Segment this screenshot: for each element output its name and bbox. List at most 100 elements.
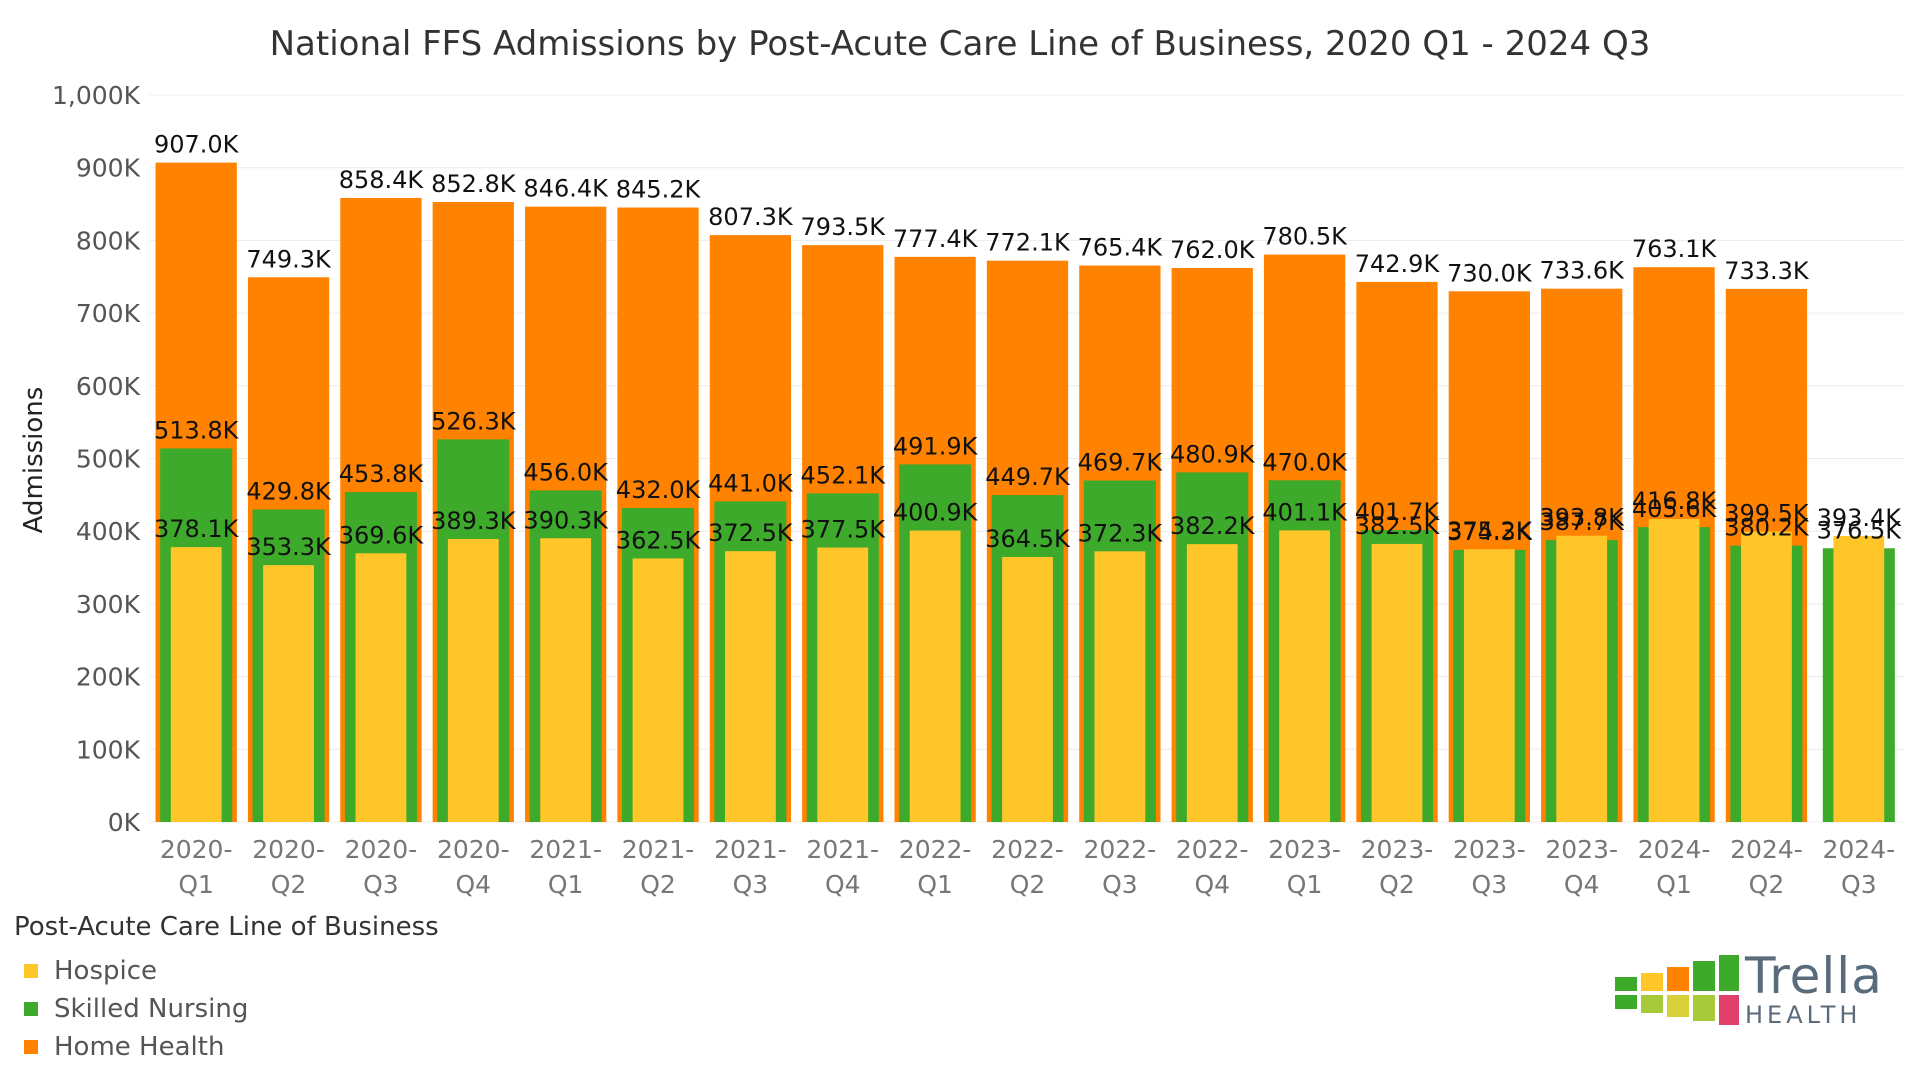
bar-hospice[interactable] — [1186, 544, 1238, 822]
logo-name: Trella — [1745, 947, 1883, 1005]
data-label-hospice: 389.3K — [431, 507, 517, 535]
bar-hospice[interactable] — [1002, 557, 1053, 822]
data-label-hospice: 382.2K — [1170, 512, 1256, 540]
data-label-hospice: 372.3K — [1078, 519, 1164, 547]
legend-label-hospice: Hospice — [54, 956, 158, 986]
y-tick-label: 600K — [76, 372, 141, 401]
bar-hospice[interactable] — [1371, 543, 1423, 822]
bar-hospice[interactable] — [1463, 549, 1515, 822]
bar-hospice[interactable] — [1741, 531, 1792, 822]
data-label-skilled-nursing: 405.6K — [1632, 495, 1718, 523]
data-label-home-health: 846.4K — [523, 175, 609, 203]
bar-hospice[interactable] — [355, 553, 407, 822]
legend-swatch-home-health — [24, 1040, 38, 1054]
data-label-skilled-nursing: 470.0K — [1262, 448, 1348, 476]
data-label-home-health: 730.0K — [1447, 259, 1533, 287]
data-label-home-health: 733.6K — [1539, 257, 1625, 285]
x-tick-label-year: 2021- — [529, 835, 602, 864]
bar-hospice[interactable] — [1094, 551, 1146, 822]
data-label-skilled-nursing: 429.8K — [246, 478, 332, 506]
bar-hospice[interactable] — [1279, 530, 1331, 822]
y-tick-label: 0K — [108, 808, 141, 837]
x-tick-label-quarter: Q4 — [1564, 870, 1600, 899]
legend-label-skilled-nursing: Skilled Nursing — [54, 994, 249, 1024]
data-label-home-health: 845.2K — [616, 176, 702, 204]
legend-label-home-health: Home Health — [54, 1032, 225, 1062]
x-tick-label-quarter: Q3 — [1472, 870, 1508, 899]
legend-item-skilled-nursing[interactable]: Skilled Nursing — [14, 990, 439, 1028]
data-label-hospice: 372.5K — [708, 519, 794, 547]
x-tick-label-quarter: Q2 — [1010, 870, 1046, 899]
x-tick-label-quarter: Q3 — [1841, 870, 1877, 899]
data-label-hospice: 378.1K — [154, 515, 240, 543]
x-tick-label-year: 2020- — [345, 835, 418, 864]
bar-hospice[interactable] — [447, 538, 499, 822]
data-label-home-health: 742.9K — [1355, 250, 1441, 278]
bar-hospice[interactable] — [1556, 535, 1608, 822]
x-tick-label-quarter: Q3 — [363, 870, 399, 899]
bar-hospice[interactable] — [632, 558, 684, 822]
x-tick-label-quarter: Q4 — [825, 870, 861, 899]
data-label-skilled-nursing: 376.5K — [1817, 516, 1903, 544]
bar-hospice[interactable] — [909, 530, 961, 822]
data-label-skilled-nursing: 387.7K — [1539, 508, 1625, 536]
data-label-home-health: 749.3K — [246, 245, 332, 273]
bar-hospice[interactable] — [263, 565, 314, 822]
x-tick-label-quarter: Q1 — [548, 870, 584, 899]
x-tick-label-quarter: Q1 — [917, 870, 953, 899]
data-label-hospice: 377.5K — [801, 516, 887, 544]
x-tick-label-year: 2023- — [1453, 835, 1526, 864]
x-tick-label-quarter: Q2 — [1379, 870, 1415, 899]
y-tick-label: 700K — [76, 299, 141, 328]
bar-hospice[interactable] — [724, 551, 776, 822]
bar-hospice[interactable] — [1648, 518, 1700, 822]
data-label-hospice: 393.4K — [1817, 504, 1903, 532]
data-label-skilled-nursing: 453.8K — [339, 460, 425, 488]
x-tick-label-year: 2024- — [1638, 835, 1711, 864]
x-tick-label-quarter: Q3 — [733, 870, 769, 899]
x-tick-label-year: 2021- — [622, 835, 695, 864]
data-label-skilled-nursing: 513.8K — [154, 416, 240, 444]
data-label-skilled-nursing: 491.9K — [893, 432, 979, 460]
y-axis-label: Admissions — [19, 387, 49, 534]
x-tick-label-year: 2022- — [899, 835, 972, 864]
data-label-skilled-nursing: 469.7K — [1078, 449, 1164, 477]
x-tick-label-year: 2020- — [437, 835, 510, 864]
y-tick-label: 900K — [76, 154, 141, 183]
data-label-hospice: 353.3K — [246, 533, 332, 561]
legend: Post-Acute Care Line of Business Hospice… — [14, 912, 439, 1066]
bar-hospice[interactable] — [1833, 535, 1885, 822]
data-label-hospice: 362.5K — [616, 526, 702, 554]
data-label-hospice: 390.3K — [523, 506, 609, 534]
data-label-skilled-nursing: 452.1K — [801, 461, 887, 489]
data-label-skilled-nursing: 480.9K — [1170, 440, 1256, 468]
bar-hospice[interactable] — [170, 547, 222, 822]
x-tick-label-quarter: Q1 — [178, 870, 214, 899]
logo-sub: HEALTH — [1745, 1001, 1862, 1029]
data-label-skilled-nursing: 380.2K — [1724, 514, 1810, 542]
data-label-home-health: 907.0K — [154, 131, 240, 159]
y-tick-label: 200K — [76, 663, 141, 692]
bar-hospice[interactable] — [540, 538, 592, 822]
legend-item-hospice[interactable]: Hospice — [14, 952, 439, 990]
data-label-home-health: 765.4K — [1078, 234, 1164, 262]
legend-swatch-skilled-nursing — [24, 1002, 38, 1016]
y-tick-label: 800K — [76, 226, 141, 255]
data-label-hospice: 416.8K — [1632, 487, 1718, 515]
data-label-hospice: 399.5K — [1724, 500, 1810, 528]
data-label-hospice: 375.2K — [1447, 517, 1533, 545]
y-tick-label: 400K — [76, 517, 141, 546]
data-label-skilled-nursing: 449.7K — [985, 463, 1071, 491]
data-label-hospice: 369.6K — [339, 521, 425, 549]
bar-hospice[interactable] — [817, 547, 869, 822]
x-tick-label-year: 2021- — [714, 835, 787, 864]
x-tick-label-quarter: Q2 — [271, 870, 307, 899]
legend-item-home-health[interactable]: Home Health — [14, 1028, 439, 1066]
data-label-skilled-nursing: 432.0K — [616, 476, 702, 504]
x-tick-label-year: 2021- — [806, 835, 879, 864]
x-tick-label-quarter: Q3 — [1102, 870, 1138, 899]
x-tick-label-year: 2023- — [1268, 835, 1341, 864]
logo-tiles-icon — [1615, 955, 1739, 1025]
x-tick-label-quarter: Q4 — [1194, 870, 1230, 899]
